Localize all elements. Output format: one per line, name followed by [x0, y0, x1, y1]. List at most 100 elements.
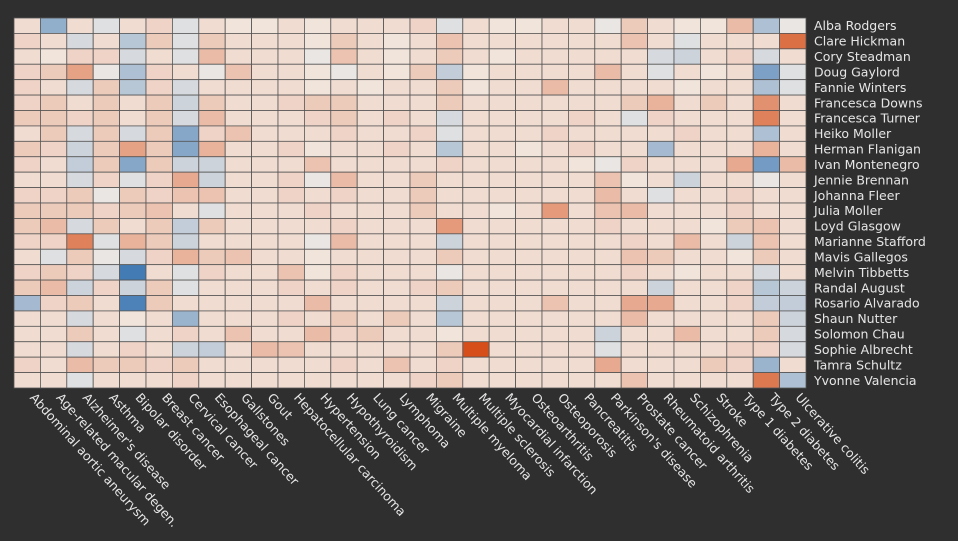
heatmap-cell [779, 295, 807, 312]
heatmap-cell [620, 310, 649, 327]
heatmap-cell [700, 125, 728, 142]
heatmap-cell [594, 295, 622, 312]
heatmap-cell [383, 94, 411, 111]
heatmap-cell [40, 372, 68, 389]
heatmap-cell [13, 110, 41, 127]
row-label: Melvin Tibbetts [814, 265, 909, 280]
row-label: Jennie Brennan [813, 172, 909, 187]
heatmap-cell [119, 33, 147, 50]
heatmap-cell [409, 295, 437, 312]
heatmap-cell [383, 79, 411, 96]
heatmap-cell [462, 248, 490, 266]
heatmap-cell [303, 94, 332, 111]
heatmap-cell [568, 140, 596, 158]
heatmap-cell [145, 125, 173, 142]
heatmap-cell [647, 63, 675, 81]
heatmap-cell [383, 233, 411, 250]
heatmap-cell [620, 110, 649, 127]
heatmap-cell [647, 156, 675, 173]
row-label: Alba Rodgers [814, 18, 897, 33]
heatmap-cell [198, 140, 226, 158]
row-label: Solomon Chau [814, 327, 905, 342]
heatmap-cell [435, 33, 464, 50]
heatmap-cell [224, 187, 252, 204]
heatmap-cell [330, 79, 358, 96]
heatmap-cell [409, 310, 437, 327]
heatmap-cell [303, 248, 332, 266]
heatmap-cell [594, 125, 622, 142]
heatmap-cell [594, 17, 622, 34]
heatmap-cell [303, 233, 332, 250]
heatmap-cell [515, 140, 543, 158]
heatmap-cell [92, 63, 120, 81]
heatmap-cell [594, 264, 622, 281]
heatmap-cell [515, 356, 543, 373]
heatmap-cell [752, 156, 781, 173]
heatmap-cell [330, 33, 358, 50]
heatmap-cell [779, 264, 807, 281]
heatmap-cell [700, 372, 728, 389]
heatmap-cell [435, 325, 464, 343]
heatmap-cell [171, 325, 200, 343]
heatmap-cell [700, 279, 728, 296]
heatmap-cell [224, 356, 252, 373]
heatmap-cell [66, 295, 94, 312]
heatmap-cell [620, 295, 649, 312]
heatmap-cell [488, 264, 517, 281]
heatmap-cell [277, 79, 305, 96]
heatmap-cell [356, 48, 385, 65]
heatmap-cell [383, 372, 411, 389]
heatmap-cell [647, 356, 675, 373]
heatmap-cell [198, 310, 226, 327]
heatmap-cell [752, 125, 781, 142]
heatmap-cell [462, 125, 490, 142]
heatmap-cell [568, 202, 596, 219]
heatmap-cell [303, 295, 332, 312]
heatmap-cell [119, 79, 147, 96]
heatmap-cell [198, 125, 226, 142]
heatmap-cell [171, 202, 200, 219]
heatmap-cell [647, 125, 675, 142]
heatmap-cell [726, 279, 754, 296]
heatmap-cell [92, 372, 120, 389]
heatmap-cell [171, 233, 200, 250]
heatmap-cell [462, 264, 490, 281]
heatmap-cell [541, 310, 569, 327]
heatmap-cell [700, 248, 728, 266]
heatmap-cell [277, 264, 305, 281]
heatmap-cell [541, 156, 569, 173]
heatmap-cell [435, 310, 464, 327]
heatmap-cell [145, 295, 173, 312]
heatmap-cell [673, 248, 701, 266]
heatmap-cell [198, 33, 226, 50]
heatmap-cell [92, 48, 120, 65]
heatmap-cell [779, 187, 807, 204]
heatmap-cell [409, 218, 437, 235]
heatmap-cell [779, 202, 807, 219]
heatmap-cell [409, 372, 437, 389]
heatmap-cell [488, 17, 517, 34]
heatmap-cell [145, 202, 173, 219]
heatmap-cell [541, 140, 569, 158]
heatmap-cell [356, 295, 385, 312]
heatmap-cell [435, 295, 464, 312]
heatmap-cell [488, 33, 517, 50]
heatmap-cell [726, 63, 754, 81]
heatmap-cell [330, 279, 358, 296]
heatmap-cell [330, 264, 358, 281]
heatmap-cell [119, 202, 147, 219]
heatmap-cell [145, 325, 173, 343]
heatmap-cell [119, 48, 147, 65]
heatmap-cell [383, 187, 411, 204]
heatmap-cell [673, 372, 701, 389]
heatmap-cell [594, 187, 622, 204]
heatmap-cell [488, 48, 517, 65]
heatmap-cell [198, 17, 226, 34]
heatmap-cell [383, 264, 411, 281]
heatmap-cell [647, 310, 675, 327]
heatmap-cell [673, 110, 701, 127]
heatmap-cell [40, 218, 68, 235]
heatmap-cell [515, 17, 543, 34]
heatmap-cell [92, 279, 120, 296]
heatmap-cell [541, 233, 569, 250]
